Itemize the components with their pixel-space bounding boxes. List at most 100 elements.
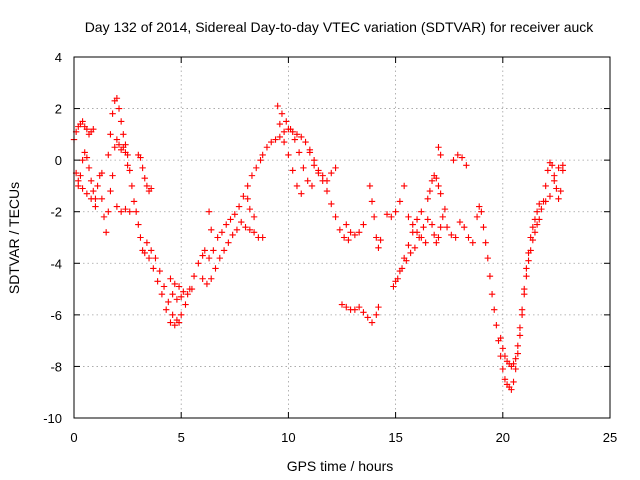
data-point [102, 229, 110, 236]
data-point [218, 229, 226, 236]
data-point [332, 213, 339, 221]
data-point [396, 267, 404, 275]
data-point [516, 332, 524, 339]
data-point [199, 275, 206, 282]
data-point [212, 265, 219, 272]
data-point [441, 205, 449, 213]
data-point [355, 229, 363, 236]
data-point [109, 172, 116, 179]
data-point [293, 182, 301, 190]
data-point [276, 120, 284, 128]
data-point [351, 306, 359, 313]
data-point [244, 195, 251, 203]
y-tick-label: -2 [50, 205, 62, 220]
data-point [107, 131, 114, 138]
data-point [233, 226, 241, 233]
data-point [400, 182, 408, 190]
data-point [373, 311, 380, 319]
data-point [171, 280, 178, 288]
data-point [375, 303, 382, 311]
data-point [542, 182, 549, 190]
data-point [355, 303, 363, 311]
data-point [364, 314, 371, 321]
data-point [115, 141, 123, 148]
data-series-sdtvar [70, 95, 567, 393]
data-point [533, 221, 541, 228]
data-point [497, 334, 504, 342]
data-point [225, 239, 232, 246]
data-point [525, 249, 532, 257]
y-tick-label: -8 [50, 359, 62, 374]
data-point [405, 242, 412, 249]
data-point [343, 303, 350, 311]
data-point [461, 223, 468, 231]
data-point [156, 267, 163, 275]
y-tick-label: 0 [55, 153, 62, 168]
data-point [458, 154, 466, 161]
data-point [345, 236, 352, 244]
data-point [190, 272, 198, 280]
data-point [220, 247, 228, 254]
data-point [79, 185, 86, 192]
data-point [525, 257, 532, 264]
data-point [178, 293, 185, 301]
data-point [246, 205, 254, 213]
data-point [253, 164, 260, 172]
data-point [287, 126, 294, 133]
data-point [167, 275, 174, 282]
data-point [454, 151, 461, 159]
data-point [443, 223, 451, 231]
data-point [360, 221, 367, 228]
data-point [508, 386, 515, 393]
data-point [105, 151, 112, 159]
data-point [79, 156, 86, 164]
data-point [413, 229, 421, 236]
data-point [195, 260, 202, 267]
data-point [205, 254, 213, 262]
data-point [383, 211, 391, 218]
data-point [531, 229, 539, 236]
data-point [235, 203, 243, 210]
data-point [428, 177, 436, 184]
data-point [424, 216, 431, 223]
y-axis-tick-labels: -10 -8 -6 -4 -2 0 2 4 [43, 50, 62, 426]
data-point [272, 136, 279, 143]
data-point [162, 306, 170, 313]
data-point [482, 239, 489, 246]
data-point [141, 249, 148, 257]
data-point [521, 285, 528, 293]
data-point [512, 365, 519, 373]
data-point [79, 118, 86, 125]
data-point [122, 149, 129, 156]
data-point [98, 195, 106, 203]
data-point [439, 213, 446, 221]
data-point [178, 311, 185, 319]
data-point [98, 169, 106, 177]
data-point [171, 321, 178, 329]
data-point [124, 162, 131, 169]
data-point [351, 231, 359, 239]
data-point [501, 352, 509, 360]
data-point [555, 164, 562, 172]
data-point [227, 216, 234, 223]
data-point [476, 203, 483, 210]
data-point [323, 177, 331, 184]
data-point [510, 378, 517, 386]
axis-ticks [73, 56, 611, 419]
data-point [529, 223, 537, 231]
data-point [107, 187, 114, 195]
data-point [542, 198, 549, 205]
data-point [280, 128, 288, 135]
data-point [208, 275, 215, 282]
x-tick-label: 0 [70, 430, 77, 445]
data-point [188, 285, 196, 293]
data-point [263, 144, 271, 151]
data-point [130, 198, 138, 205]
data-point [87, 177, 95, 184]
data-point [257, 156, 264, 164]
data-point [480, 223, 487, 231]
data-point [135, 221, 142, 228]
data-point [268, 138, 275, 146]
data-point [392, 208, 399, 215]
data-point [332, 164, 339, 172]
